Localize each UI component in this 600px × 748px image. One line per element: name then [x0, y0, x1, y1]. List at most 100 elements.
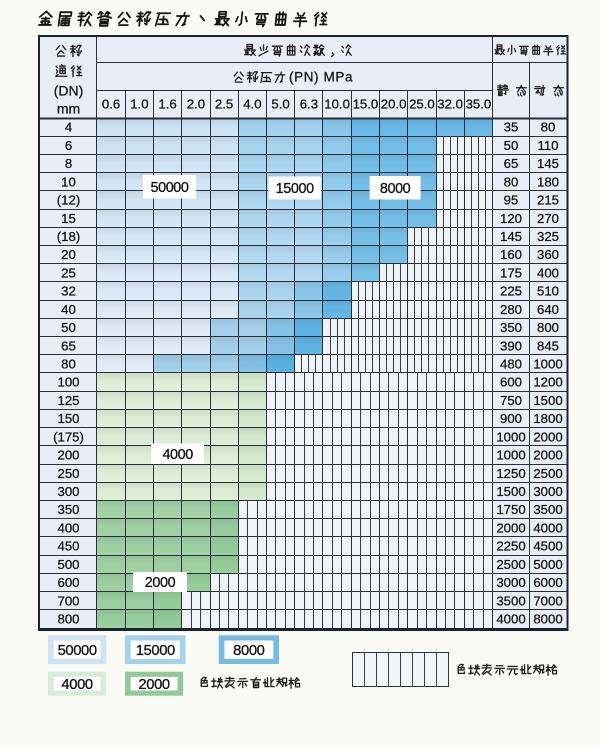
svg-text:360: 360 — [537, 247, 559, 262]
svg-text:175: 175 — [500, 265, 522, 280]
svg-text:50000: 50000 — [150, 180, 188, 196]
svg-text:2250: 2250 — [496, 539, 525, 554]
svg-text:2500: 2500 — [533, 466, 562, 481]
svg-text:80: 80 — [61, 357, 76, 372]
svg-text:2000: 2000 — [533, 429, 562, 444]
svg-text:225: 225 — [500, 284, 522, 299]
svg-text:80: 80 — [504, 174, 519, 189]
svg-text:200: 200 — [57, 448, 79, 463]
svg-text:3000: 3000 — [496, 575, 525, 590]
svg-text:1750: 1750 — [496, 502, 525, 517]
svg-text:8000: 8000 — [233, 643, 264, 659]
svg-text:600: 600 — [500, 375, 522, 390]
svg-text:6000: 6000 — [533, 575, 562, 590]
svg-text:(PN) MPa: (PN) MPa — [289, 70, 353, 85]
svg-text:6.3: 6.3 — [300, 97, 318, 112]
svg-text:2500: 2500 — [496, 557, 525, 572]
svg-text:2.0: 2.0 — [187, 97, 205, 112]
svg-text:480: 480 — [500, 357, 522, 372]
svg-text:8000: 8000 — [380, 181, 411, 197]
svg-text:4000: 4000 — [162, 447, 193, 463]
svg-text:145: 145 — [500, 229, 522, 244]
svg-text:280: 280 — [500, 302, 522, 317]
svg-text:1000: 1000 — [533, 357, 562, 372]
svg-text:(18): (18) — [57, 229, 80, 244]
svg-text:5000: 5000 — [533, 557, 562, 572]
svg-text:40: 40 — [61, 302, 76, 317]
svg-text:120: 120 — [500, 211, 522, 226]
svg-text:100: 100 — [57, 375, 79, 390]
svg-text:390: 390 — [500, 338, 522, 353]
svg-text:250: 250 — [57, 466, 79, 481]
svg-text:65: 65 — [61, 338, 76, 353]
svg-text:35.0: 35.0 — [466, 97, 492, 112]
svg-text:2000: 2000 — [533, 448, 562, 463]
svg-text:50: 50 — [504, 138, 519, 153]
svg-text:800: 800 — [537, 320, 559, 335]
svg-text:20.0: 20.0 — [381, 97, 407, 112]
svg-text:1000: 1000 — [496, 448, 525, 463]
svg-text:25.0: 25.0 — [409, 97, 435, 112]
svg-text:5.0: 5.0 — [271, 97, 289, 112]
svg-text:2000: 2000 — [138, 677, 169, 693]
svg-text:1500: 1500 — [496, 484, 525, 499]
svg-text:1.0: 1.0 — [130, 97, 148, 112]
svg-text:(12): (12) — [57, 193, 80, 208]
svg-text:1.6: 1.6 — [158, 97, 176, 112]
svg-text:4000: 4000 — [533, 520, 562, 535]
svg-text:8000: 8000 — [533, 612, 562, 627]
svg-text:845: 845 — [537, 338, 559, 353]
svg-text:1500: 1500 — [533, 393, 562, 408]
svg-text:20: 20 — [61, 247, 76, 262]
svg-text:700: 700 — [57, 593, 79, 608]
svg-text:180: 180 — [537, 174, 559, 189]
svg-text:15.0: 15.0 — [353, 97, 379, 112]
svg-text:50000: 50000 — [58, 643, 97, 659]
svg-text:2000: 2000 — [496, 520, 525, 535]
svg-text:95: 95 — [504, 193, 519, 208]
svg-text:35: 35 — [504, 120, 519, 135]
svg-text:50: 50 — [61, 320, 76, 335]
svg-text:150: 150 — [57, 411, 79, 426]
svg-text:10: 10 — [61, 174, 76, 189]
svg-text:mm: mm — [57, 101, 80, 117]
svg-text:2.5: 2.5 — [215, 97, 233, 112]
svg-text:900: 900 — [500, 411, 522, 426]
svg-text:350: 350 — [57, 502, 79, 517]
svg-text:10.0: 10.0 — [324, 97, 350, 112]
svg-text:4000: 4000 — [496, 612, 525, 627]
svg-text:750: 750 — [500, 393, 522, 408]
svg-text:400: 400 — [57, 520, 79, 535]
svg-text:65: 65 — [504, 156, 519, 171]
svg-text:1800: 1800 — [533, 411, 562, 426]
svg-text:1200: 1200 — [533, 375, 562, 390]
svg-text:80: 80 — [541, 120, 556, 135]
svg-text:4500: 4500 — [533, 539, 562, 554]
svg-text:4.0: 4.0 — [243, 97, 261, 112]
svg-text:125: 125 — [57, 393, 79, 408]
svg-text:325: 325 — [537, 229, 559, 244]
svg-text:8: 8 — [65, 156, 72, 171]
svg-text:800: 800 — [57, 612, 79, 627]
svg-text:32: 32 — [61, 284, 76, 299]
svg-text:15000: 15000 — [276, 181, 314, 197]
svg-text:4: 4 — [65, 120, 72, 135]
svg-text:145: 145 — [537, 156, 559, 171]
svg-text:7000: 7000 — [533, 593, 562, 608]
svg-text:1250: 1250 — [496, 466, 525, 481]
svg-text:450: 450 — [57, 539, 79, 554]
svg-text:160: 160 — [500, 247, 522, 262]
svg-text:270: 270 — [537, 211, 559, 226]
svg-text:300: 300 — [57, 484, 79, 499]
svg-text:400: 400 — [537, 265, 559, 280]
svg-text:215: 215 — [537, 193, 559, 208]
svg-text:6: 6 — [65, 138, 72, 153]
svg-text:640: 640 — [537, 302, 559, 317]
svg-text:15000: 15000 — [136, 643, 175, 659]
svg-text:3000: 3000 — [533, 484, 562, 499]
svg-text:3500: 3500 — [496, 593, 525, 608]
svg-text:4000: 4000 — [61, 677, 92, 693]
svg-text:110: 110 — [537, 138, 558, 153]
svg-text:25: 25 — [61, 265, 76, 280]
svg-text:600: 600 — [57, 575, 79, 590]
